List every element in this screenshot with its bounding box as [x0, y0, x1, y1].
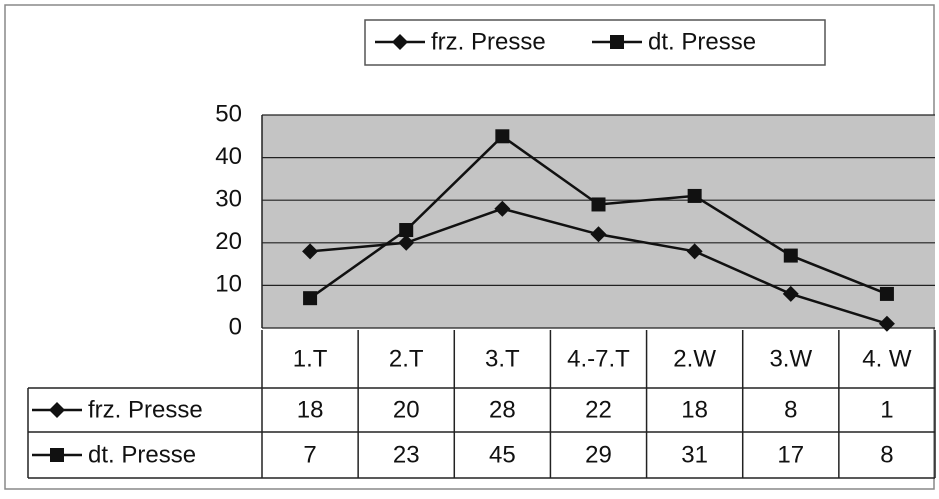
table-cell: 20: [393, 396, 420, 423]
table-cell: 22: [585, 396, 612, 423]
table-cell: 31: [681, 441, 708, 468]
table-cell: 23: [393, 441, 420, 468]
data-point: [495, 129, 510, 144]
table-cell: 8: [880, 441, 893, 468]
y-tick-label: 30: [215, 186, 242, 213]
data-point: [782, 285, 799, 302]
table-row-label: frz. Presse: [88, 396, 203, 423]
data-point: [302, 243, 319, 260]
legend-marker: [50, 448, 64, 462]
data-point: [783, 248, 798, 263]
table-cell: 1: [880, 396, 893, 423]
table-cell: 29: [585, 441, 612, 468]
table-cell: 45: [489, 441, 516, 468]
y-tick-label: 10: [215, 271, 242, 298]
table-cell: 18: [297, 396, 324, 423]
legend-marker: [49, 402, 65, 418]
legend-marker: [610, 35, 624, 49]
x-tick-label: 3.W: [769, 345, 812, 372]
table-row-label: dt. Presse: [88, 441, 196, 468]
x-tick-label: 4.-7.T: [567, 345, 630, 372]
data-point: [590, 226, 607, 243]
y-tick-label: 0: [229, 313, 242, 340]
y-tick-label: 20: [215, 228, 242, 255]
table-cell: 8: [784, 396, 797, 423]
legend-label: frz. Presse: [431, 28, 546, 55]
legend-marker: [392, 34, 408, 50]
x-tick-label: 3.T: [485, 345, 520, 372]
data-point: [303, 291, 318, 306]
data-point: [399, 223, 414, 238]
data-point: [398, 234, 415, 251]
data-point: [879, 286, 894, 301]
legend-label: dt. Presse: [648, 28, 756, 55]
data-point: [687, 188, 702, 203]
x-tick-label: 1.T: [293, 345, 328, 372]
x-tick-label: 2.W: [673, 345, 716, 372]
table-cell: 7: [303, 441, 316, 468]
y-tick-label: 40: [215, 143, 242, 170]
y-tick-label: 50: [215, 100, 242, 127]
x-tick-label: 4. W: [862, 345, 912, 372]
data-point: [878, 315, 895, 332]
data-point: [686, 243, 703, 260]
table-cell: 17: [777, 441, 804, 468]
plot-area: [262, 115, 935, 328]
table-cell: 28: [489, 396, 516, 423]
data-point: [494, 200, 511, 217]
table-cell: 18: [681, 396, 708, 423]
x-tick-label: 2.T: [389, 345, 424, 372]
data-point: [591, 197, 606, 212]
